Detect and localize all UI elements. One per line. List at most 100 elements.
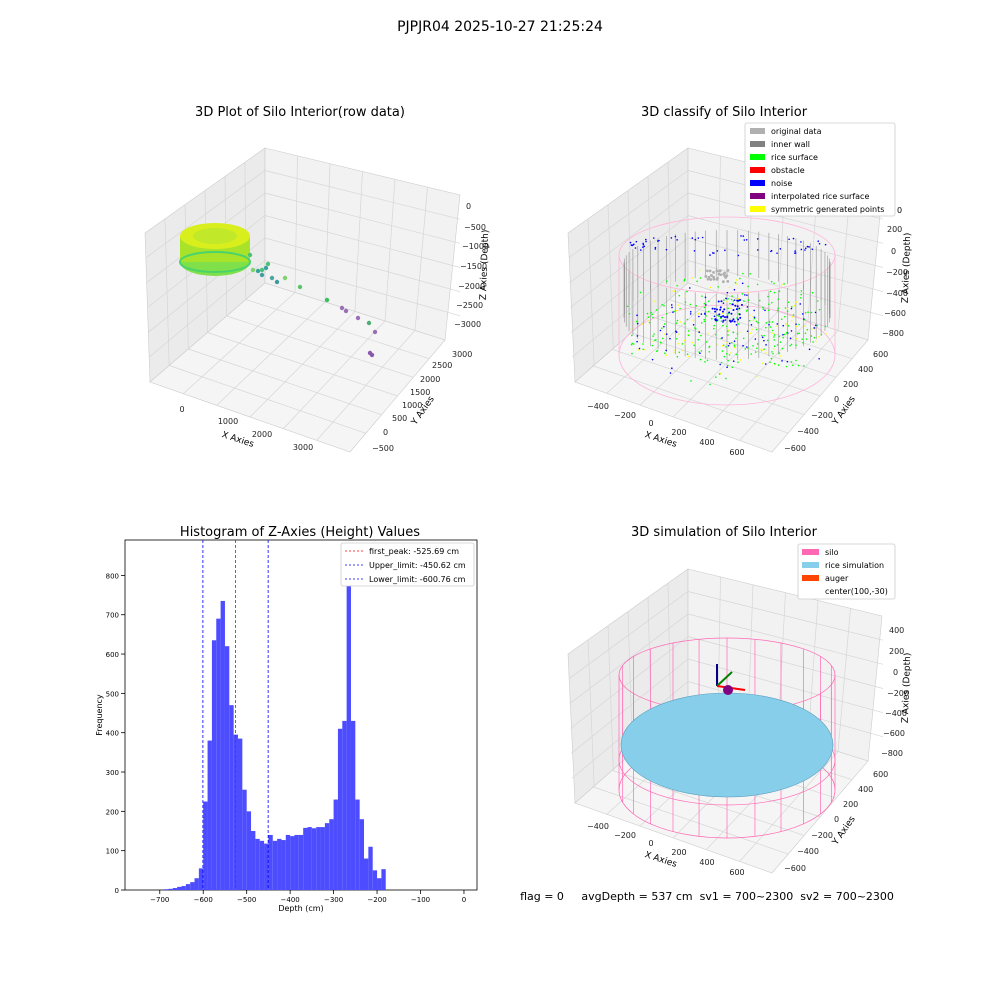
panel2-point xyxy=(790,320,793,322)
svg-text:0: 0 xyxy=(834,395,839,404)
panel2-point xyxy=(744,348,747,350)
panel2-point xyxy=(807,311,809,314)
svg-text:3000: 3000 xyxy=(452,350,472,359)
panel2-point xyxy=(655,309,658,311)
histogram-bar xyxy=(185,884,191,890)
panel2-point xyxy=(683,339,686,342)
panel2-point xyxy=(762,306,764,309)
panel2-point xyxy=(697,312,700,315)
histogram-xtick-label: −400 xyxy=(281,896,300,904)
panel2-point xyxy=(778,290,781,293)
panel2-point xyxy=(676,355,679,358)
svg-text:1000: 1000 xyxy=(402,401,422,410)
panel2-point xyxy=(727,307,729,310)
panel2-point xyxy=(688,287,691,289)
histogram-ylabel: Frequency xyxy=(95,694,104,736)
panel2-point xyxy=(645,238,647,241)
legend-interpolated: interpolated rice surface xyxy=(771,192,869,201)
panel2-point xyxy=(693,344,695,347)
panel2-point xyxy=(640,249,642,251)
panel2-point xyxy=(719,306,722,309)
panel2-point xyxy=(742,272,744,275)
panel4-zlabel: Z Axies (Depth) xyxy=(901,653,913,724)
panel2-point xyxy=(787,301,790,304)
panel2-point xyxy=(642,323,644,325)
svg-text:400: 400 xyxy=(889,626,904,635)
histogram-bar xyxy=(203,801,208,890)
svg-text:−400: −400 xyxy=(797,847,819,856)
panel2-point xyxy=(694,238,697,241)
panel2-point xyxy=(808,246,810,248)
panel2-point xyxy=(709,254,711,256)
panel2-point xyxy=(734,304,737,307)
panel2-point xyxy=(795,301,798,303)
panel2-point xyxy=(636,314,638,317)
panel2-point xyxy=(759,348,761,350)
panel2-point xyxy=(736,317,738,319)
panel2-point xyxy=(703,320,706,323)
panel2-point xyxy=(720,361,723,364)
panel2-point xyxy=(676,239,678,241)
panel2-point xyxy=(708,351,711,353)
panel2-point xyxy=(736,302,739,305)
panel2-point xyxy=(716,250,719,252)
panel2-point xyxy=(698,331,701,333)
panel2-point xyxy=(725,297,727,300)
panel2-point xyxy=(696,280,698,283)
panel2-point xyxy=(725,352,728,355)
panel2-point xyxy=(711,252,714,254)
panel2-point xyxy=(801,338,803,340)
panel2-point xyxy=(686,318,689,321)
svg-text:200: 200 xyxy=(843,380,858,389)
panel1-zticks: 0 −500 −1000 −1500 −2000 −2500 −3000 xyxy=(454,202,489,329)
panel2-point xyxy=(635,240,638,243)
panel2-point xyxy=(728,329,730,332)
panel2-point xyxy=(719,372,722,375)
svg-text:−200: −200 xyxy=(614,411,636,420)
panel2-point xyxy=(773,345,776,348)
histogram-bar xyxy=(190,882,195,890)
panel2-point xyxy=(643,245,646,248)
histogram-bar xyxy=(372,870,378,890)
panel2-point xyxy=(733,340,736,343)
histogram-bar xyxy=(207,740,212,890)
panel1-scatter-points xyxy=(247,252,378,358)
panel2-point xyxy=(629,241,632,244)
panel2-point xyxy=(689,313,692,315)
legend-symmetric: symmetric generated points xyxy=(771,205,884,214)
panel2-point xyxy=(676,284,678,287)
panel2-point xyxy=(728,286,731,289)
legend-swatch-rice-surface xyxy=(750,154,765,160)
panel2-point xyxy=(745,238,748,241)
panel2-point xyxy=(721,310,724,313)
panel2-point xyxy=(824,325,827,328)
panel2-point xyxy=(738,331,741,334)
panel2-point xyxy=(784,307,787,309)
panel2-point xyxy=(776,344,779,346)
panel2-point xyxy=(727,334,729,336)
histogram-bar xyxy=(194,878,199,890)
histogram-bar xyxy=(181,886,186,890)
svg-text:2000: 2000 xyxy=(252,430,272,439)
panel2-point xyxy=(737,318,740,321)
panel1-point xyxy=(250,267,256,273)
panel2-point xyxy=(681,343,684,345)
panel2-point xyxy=(709,383,711,386)
panel2-point xyxy=(735,353,738,356)
panel2-point xyxy=(669,372,672,374)
panel2-point xyxy=(670,237,673,239)
panel2-point xyxy=(787,325,790,327)
panel2-point xyxy=(733,299,736,301)
panel2-point xyxy=(687,330,690,332)
panel2-point xyxy=(741,293,744,295)
panel1-xticks: 0 1000 2000 3000 xyxy=(179,405,313,452)
legend-first-peak: first_peak: -525.69 cm xyxy=(369,547,459,556)
histogram-bar xyxy=(277,838,282,890)
svg-text:−2500: −2500 xyxy=(456,301,483,310)
panel2-point xyxy=(762,362,764,365)
panel2-point xyxy=(730,298,733,301)
histogram-bar xyxy=(177,886,182,890)
panel2-point xyxy=(735,324,738,326)
panel2-point xyxy=(757,321,759,324)
